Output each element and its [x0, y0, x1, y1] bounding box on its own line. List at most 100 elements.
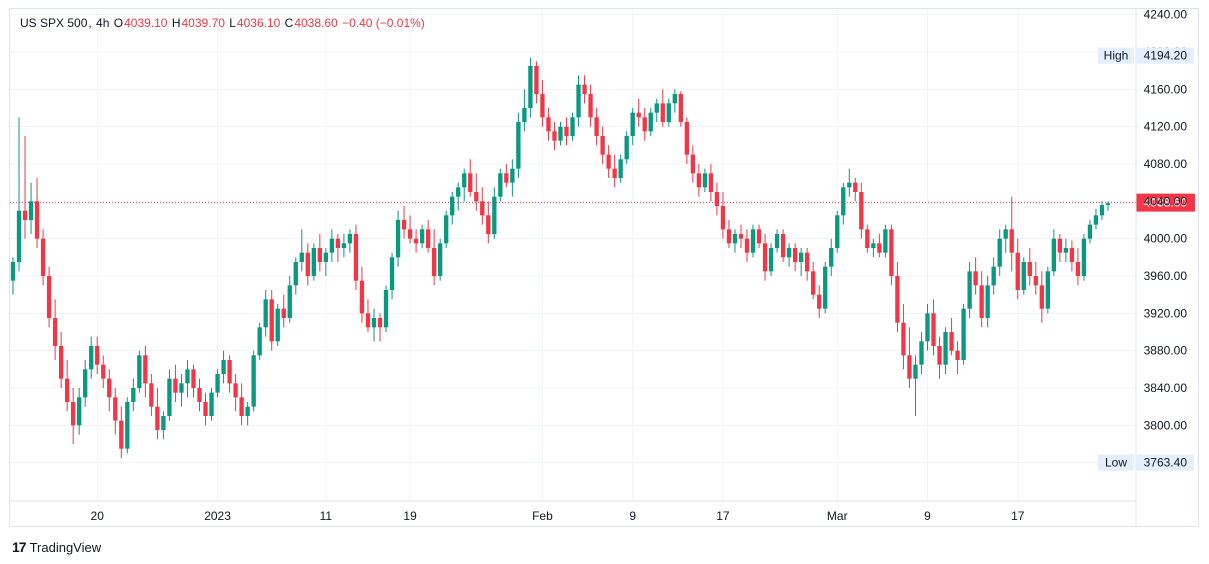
candle-down — [546, 108, 551, 141]
candle-up — [263, 290, 268, 337]
candle-down — [486, 201, 491, 244]
candle-down — [714, 182, 720, 216]
candle-body — [329, 238, 335, 253]
candle-body — [949, 332, 954, 351]
candle-up — [961, 304, 966, 365]
candle-body — [28, 201, 34, 220]
legend-interval: 4h — [96, 16, 110, 30]
candle-up — [829, 238, 834, 276]
candle-down — [684, 117, 690, 164]
time-axis[interactable]: 20 2023 11 19 Feb 9 17 Mar 9 17 — [9, 500, 1136, 523]
candle-body — [612, 168, 617, 178]
candle-down — [792, 243, 798, 272]
legend-symbol: US SPX 500 — [20, 16, 88, 30]
candle-body — [407, 229, 413, 239]
candle-up — [215, 369, 220, 398]
candle-body — [95, 346, 100, 365]
candle-body — [492, 196, 497, 234]
candle-body — [40, 238, 46, 276]
candle-body — [191, 369, 196, 388]
candle-body — [77, 397, 82, 426]
candle-body — [835, 215, 840, 248]
candle-body — [155, 406, 160, 430]
candle-body — [347, 234, 353, 244]
candle-down — [937, 336, 942, 379]
candle-body — [516, 122, 521, 169]
candle-down — [149, 374, 154, 416]
candle-down — [95, 336, 100, 374]
candle-down — [1033, 262, 1038, 295]
candle-up — [293, 257, 298, 295]
candle-down — [642, 108, 647, 141]
candle-down — [738, 224, 744, 248]
candle-body — [997, 238, 1002, 267]
price-axis[interactable]: 4240.004200.004160.004120.004080.004040.… — [1135, 8, 1188, 527]
candle-body — [1015, 252, 1020, 290]
candle-body — [107, 378, 112, 398]
candle-body — [636, 112, 641, 118]
candle-body — [305, 252, 310, 276]
candle-body — [113, 397, 118, 421]
candle-body — [1075, 262, 1081, 276]
candle-body — [221, 360, 226, 374]
candle-up — [383, 285, 389, 332]
candle-up — [1051, 229, 1057, 276]
candle-body — [173, 378, 178, 393]
candle-body — [58, 346, 64, 379]
candle-body — [780, 234, 786, 258]
candle-down — [552, 122, 557, 150]
x-tick-label: 9 — [924, 509, 931, 523]
candle-body — [143, 355, 148, 384]
candle-body — [227, 360, 232, 384]
candle-down — [762, 234, 768, 281]
candle-up — [1093, 208, 1099, 230]
candle-up — [462, 168, 467, 202]
candle-body — [702, 173, 708, 188]
candle-up — [28, 182, 34, 234]
candle-up — [654, 98, 659, 122]
candle-body — [654, 103, 659, 113]
candle-body — [528, 66, 533, 108]
candle-body — [395, 220, 401, 258]
candle-down — [425, 220, 431, 253]
candle-body — [474, 192, 479, 202]
candle-body — [486, 215, 491, 234]
candle-up — [395, 210, 401, 267]
y-tick-label: 3800.00 — [1144, 418, 1188, 432]
candle-down — [377, 313, 383, 342]
last-price-label-bg — [1136, 193, 1195, 212]
candle-down — [931, 299, 936, 356]
candle-up — [389, 252, 395, 300]
candle-body — [1021, 262, 1026, 290]
candle-down — [895, 262, 900, 332]
candle-body — [853, 182, 858, 192]
candle-up — [83, 360, 88, 407]
candle-down — [305, 243, 310, 286]
candle-body — [690, 154, 696, 174]
candle-body — [275, 308, 280, 342]
brand-name: TradingView — [29, 539, 102, 555]
candle-down — [474, 173, 479, 211]
tradingview-brand[interactable]: 17 TradingView — [12, 539, 101, 555]
candle-down — [281, 294, 286, 328]
candle-down — [949, 318, 954, 356]
legend-close: 4038.60 — [294, 16, 338, 30]
candle-up — [1099, 201, 1105, 220]
candle-down — [636, 98, 641, 127]
candle-body — [606, 154, 611, 169]
candle-body — [889, 229, 894, 276]
candle-down — [1015, 238, 1020, 300]
candle-body — [167, 378, 172, 416]
candle-down — [540, 80, 545, 127]
candle-body — [389, 257, 395, 290]
candle-body — [1063, 248, 1069, 253]
candle-up — [558, 122, 563, 146]
candle-down — [34, 178, 40, 248]
candle-body — [125, 402, 130, 449]
candle-body — [522, 108, 527, 122]
candle-body — [299, 252, 304, 262]
candle-body — [786, 248, 792, 258]
candle-down — [720, 192, 726, 239]
candle-body — [871, 243, 876, 248]
